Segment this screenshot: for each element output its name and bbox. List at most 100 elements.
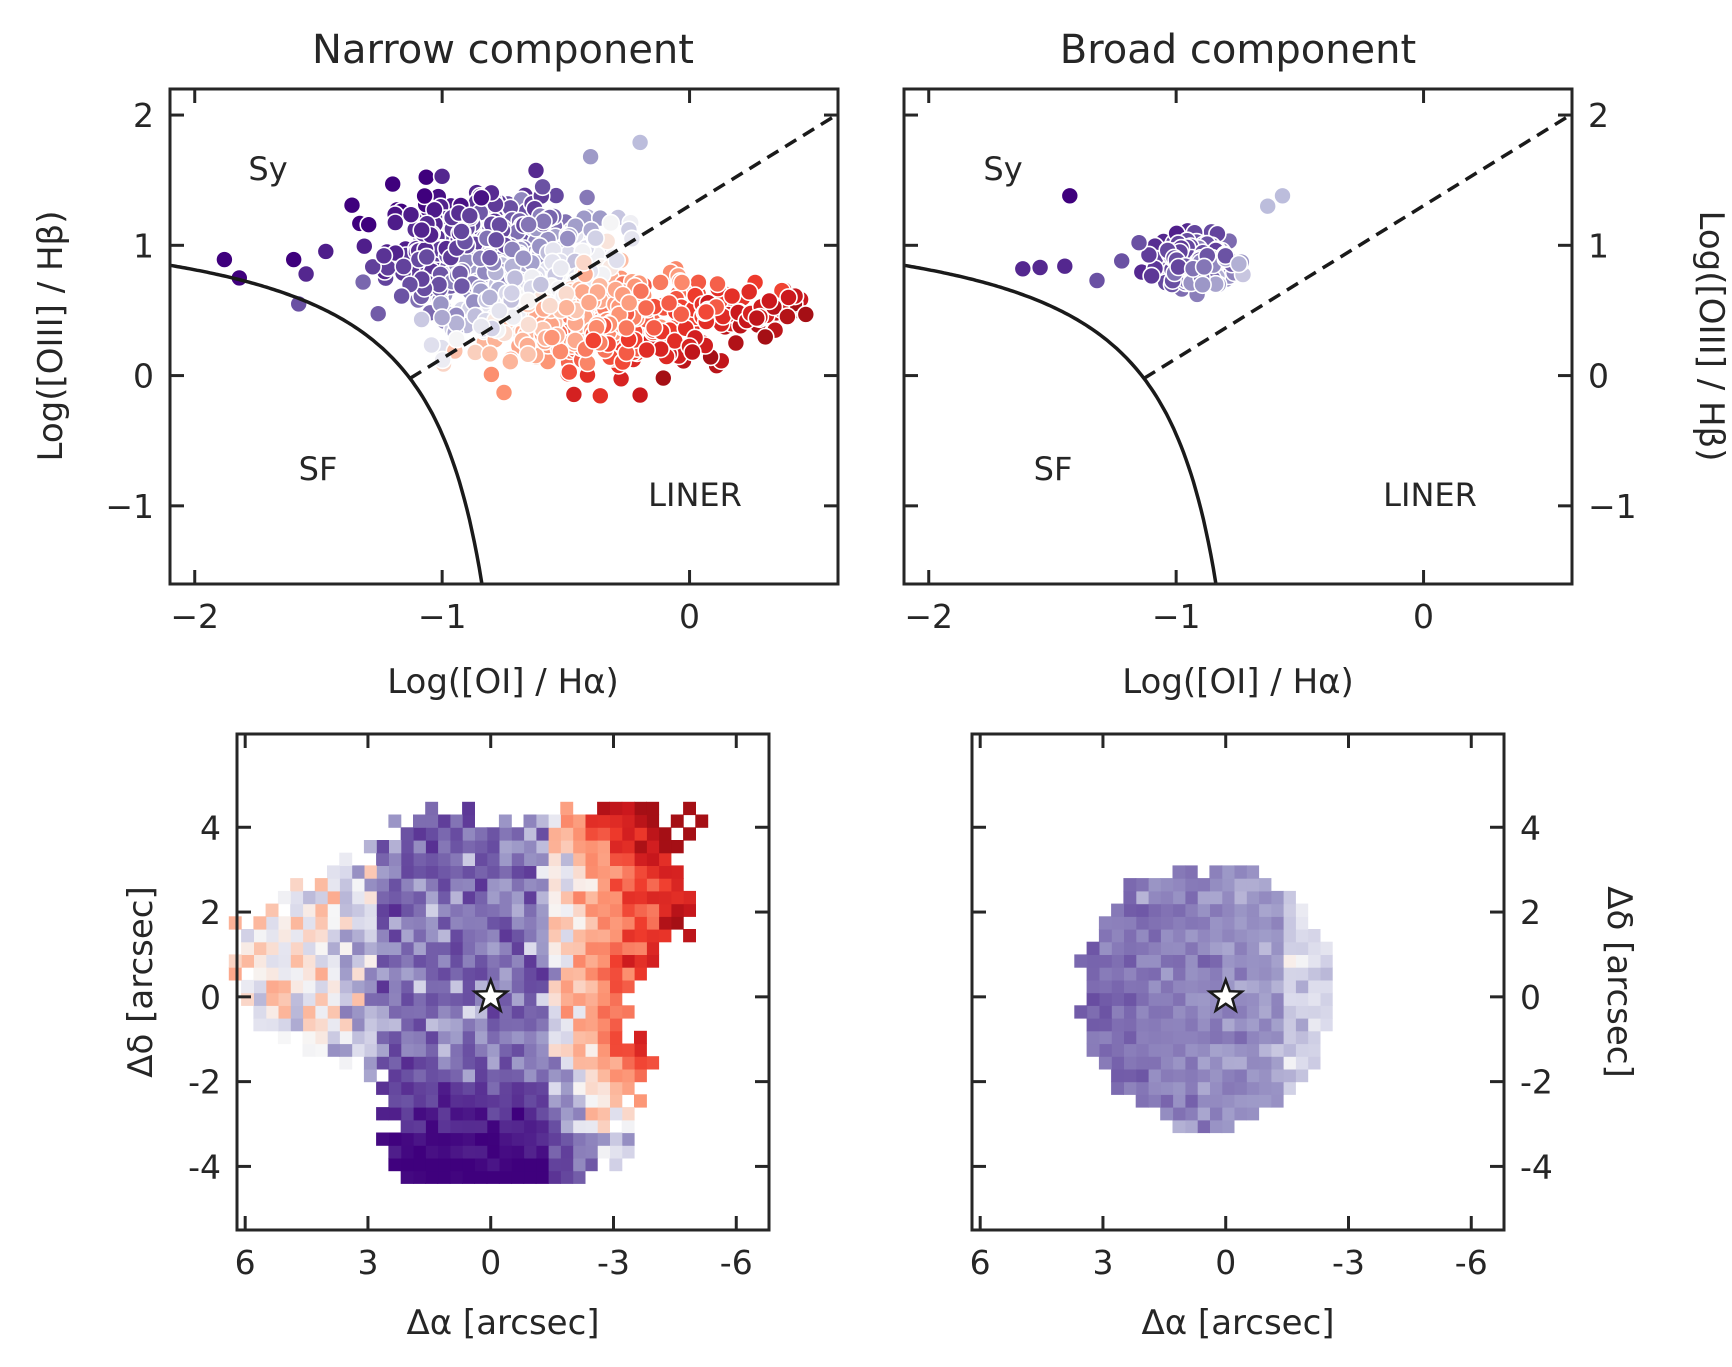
map-pixel bbox=[376, 1056, 389, 1070]
map-pixel bbox=[634, 903, 647, 917]
map-pixel bbox=[523, 1005, 537, 1019]
map-pixel bbox=[621, 1145, 635, 1159]
y-tick-label: 0 bbox=[1520, 978, 1541, 1017]
map-pixel bbox=[584, 903, 598, 917]
map-pixel bbox=[486, 1030, 500, 1045]
map-pixel bbox=[449, 954, 463, 968]
map-pixel bbox=[535, 890, 549, 905]
map-pixel bbox=[1221, 1056, 1235, 1070]
map-pixel bbox=[584, 1119, 598, 1134]
map-pixel bbox=[388, 1145, 402, 1159]
map-pixel bbox=[1123, 967, 1137, 981]
map-pixel bbox=[1233, 890, 1247, 905]
map-pixel bbox=[1209, 1056, 1223, 1070]
map-pixel bbox=[314, 929, 328, 943]
map-pixel bbox=[609, 1030, 623, 1045]
map-pixel bbox=[572, 967, 586, 981]
map-pixel bbox=[498, 941, 512, 955]
scatter-point bbox=[1229, 254, 1249, 274]
map-pixel bbox=[437, 1107, 451, 1121]
map-pixel bbox=[1258, 1005, 1272, 1019]
map-pixel bbox=[388, 1056, 402, 1070]
map-pixel bbox=[1246, 954, 1260, 968]
map-pixel bbox=[277, 954, 291, 968]
map-pixel bbox=[474, 1030, 488, 1045]
scatter-point bbox=[584, 331, 603, 350]
map-pixel bbox=[388, 903, 402, 917]
map-pixel bbox=[314, 967, 328, 981]
map-pixel bbox=[425, 916, 439, 930]
scatter-point bbox=[359, 215, 379, 234]
map-pixel bbox=[609, 1018, 623, 1032]
map-pixel bbox=[1307, 967, 1321, 981]
map-pixel bbox=[1307, 1030, 1321, 1045]
map-pixel bbox=[1184, 967, 1198, 981]
map-pixel bbox=[388, 929, 402, 943]
map-pixel bbox=[1246, 890, 1260, 905]
ticks: −2 −1 0 −1 0 1 2 bbox=[904, 89, 1637, 636]
map-pixel bbox=[1295, 1056, 1309, 1070]
scatter-point bbox=[354, 236, 374, 256]
map-pixel bbox=[621, 967, 635, 981]
map-pixel bbox=[1148, 929, 1161, 943]
map-pixel bbox=[1123, 1005, 1137, 1019]
map-pixel bbox=[609, 1094, 623, 1108]
map-pixel bbox=[572, 852, 586, 866]
map-pixel bbox=[253, 979, 267, 994]
map-pixel bbox=[425, 840, 439, 854]
map-pixel bbox=[388, 878, 402, 892]
map-pixel bbox=[523, 1068, 537, 1083]
map-pixel bbox=[584, 1132, 598, 1146]
map-pixel bbox=[277, 992, 291, 1006]
map-pixel bbox=[1283, 1043, 1296, 1057]
y-tick-label: 4 bbox=[200, 808, 221, 847]
map-pixel bbox=[597, 1094, 610, 1108]
map-pixel bbox=[1160, 878, 1174, 892]
map-pixel bbox=[1221, 1094, 1235, 1108]
axes-frame bbox=[168, 87, 840, 586]
map-pixel bbox=[462, 941, 475, 955]
map-pixel bbox=[597, 903, 610, 917]
map-pixel bbox=[400, 1170, 414, 1184]
map-pixel bbox=[449, 814, 463, 828]
map-pixel bbox=[363, 903, 377, 917]
map-pixel bbox=[498, 1119, 512, 1134]
map-pixel bbox=[462, 1157, 475, 1172]
map-pixel bbox=[388, 1094, 402, 1108]
scatter-point bbox=[631, 281, 651, 301]
map-pixel bbox=[388, 979, 402, 994]
map-pixel bbox=[1246, 916, 1260, 930]
map-pixel bbox=[597, 890, 610, 905]
map-pixel bbox=[413, 1056, 426, 1070]
map-pixel bbox=[1246, 865, 1260, 879]
scatter-point bbox=[590, 386, 610, 406]
map-pixel bbox=[597, 1081, 610, 1095]
map-pixel bbox=[425, 865, 439, 879]
map-pixel bbox=[498, 1018, 512, 1032]
x-tick-label: −2 bbox=[904, 597, 953, 636]
map-pixel bbox=[449, 992, 463, 1006]
map-pixel bbox=[634, 801, 647, 816]
map-pixel bbox=[560, 1018, 574, 1032]
map-pixel bbox=[1086, 941, 1100, 955]
map-pixel bbox=[1111, 916, 1124, 930]
map-pixel bbox=[449, 1157, 463, 1172]
map-pixel bbox=[363, 929, 377, 943]
map-pixel bbox=[339, 1005, 353, 1019]
map-pixel bbox=[548, 1132, 561, 1146]
map-pixel bbox=[413, 1170, 426, 1184]
map-pixel bbox=[1233, 1030, 1247, 1045]
map-pixel bbox=[1197, 1005, 1210, 1019]
map-pixel bbox=[548, 1068, 561, 1083]
map-pixel bbox=[1246, 1107, 1260, 1121]
map-pixel bbox=[462, 1056, 475, 1070]
map-pixel bbox=[339, 954, 353, 968]
scatter-point bbox=[708, 274, 727, 294]
map-pixel bbox=[474, 1132, 488, 1146]
map-pixel bbox=[1135, 967, 1149, 981]
scatter-point bbox=[551, 258, 571, 278]
map-pixel bbox=[572, 929, 586, 943]
map-pixel bbox=[253, 916, 267, 930]
map-pixel bbox=[1135, 1068, 1149, 1083]
map-pixels bbox=[228, 801, 709, 1184]
